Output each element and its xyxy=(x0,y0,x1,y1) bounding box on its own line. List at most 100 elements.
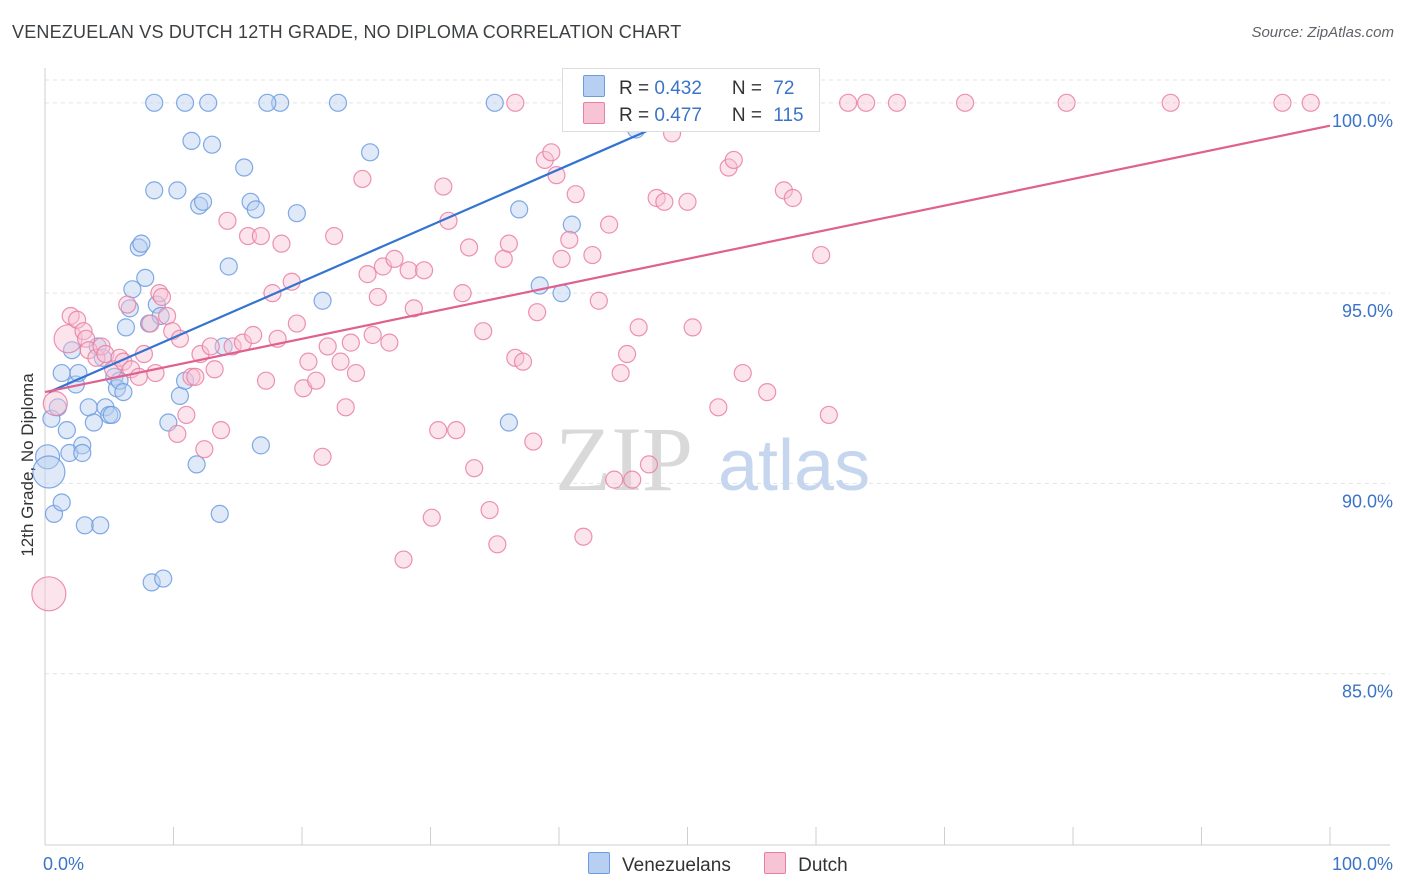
point-dutch xyxy=(488,535,507,554)
point-venezuelans xyxy=(510,200,529,219)
r-label: R = xyxy=(619,78,655,99)
n-value: 115 xyxy=(773,105,804,126)
point-venezuelans xyxy=(52,493,71,512)
point-dutch xyxy=(157,306,177,326)
point-dutch xyxy=(758,382,777,402)
point-dutch xyxy=(238,226,258,246)
point-dutch xyxy=(118,295,137,314)
stats-legend: R = 0.432 N = 72 R = 0.477 N = 115 xyxy=(562,68,820,132)
legend-swatch-blue xyxy=(588,852,610,874)
point-dutch xyxy=(535,150,554,170)
point-venezuelans xyxy=(219,257,238,276)
point-dutch xyxy=(385,249,404,268)
legend-row-dutch: R = 0.477 N = 115 xyxy=(583,102,804,126)
points-layer xyxy=(31,93,1320,612)
point-dutch xyxy=(299,352,318,371)
point-dutch xyxy=(353,169,372,189)
point-venezuelans xyxy=(73,436,92,455)
point-dutch xyxy=(313,447,332,466)
point-venezuelans xyxy=(114,382,133,402)
legend-row-venezuelans: R = 0.432 N = 72 xyxy=(583,75,794,99)
point-venezuelans xyxy=(151,306,170,326)
point-dutch xyxy=(819,405,838,425)
point-venezuelans xyxy=(57,421,76,440)
point-venezuelans xyxy=(145,181,164,200)
point-dutch xyxy=(574,527,593,546)
point-dutch xyxy=(589,291,608,310)
point-dutch xyxy=(480,500,499,520)
point-dutch xyxy=(218,211,237,230)
point-dutch xyxy=(211,421,231,440)
point-dutch xyxy=(1301,93,1320,112)
point-venezuelans xyxy=(246,200,265,219)
legend-swatch-pink xyxy=(583,102,605,124)
point-venezuelans xyxy=(84,413,103,432)
point-dutch xyxy=(141,314,160,333)
point-dutch xyxy=(513,352,533,371)
point-dutch xyxy=(177,405,196,425)
point-venezuelans xyxy=(361,143,380,162)
point-dutch xyxy=(605,470,624,489)
chart-title: VENEZUELAN VS DUTCH 12TH GRADE, NO DIPLO… xyxy=(12,22,682,42)
point-dutch xyxy=(600,215,619,234)
point-venezuelans xyxy=(562,215,581,234)
point-venezuelans xyxy=(102,405,121,425)
point-dutch xyxy=(1273,93,1292,112)
point-venezuelans xyxy=(142,573,161,592)
point-venezuelans xyxy=(75,516,94,535)
trendline-dutch xyxy=(44,124,1331,394)
point-dutch xyxy=(318,337,337,356)
point-venezuelans xyxy=(193,192,213,211)
r-value: 0.477 xyxy=(654,105,702,126)
x-tick-label: 0.0% xyxy=(43,854,84,874)
point-dutch xyxy=(812,245,831,265)
point-dutch xyxy=(733,363,752,383)
point-dutch xyxy=(783,188,802,208)
point-dutch xyxy=(168,424,187,444)
point-dutch xyxy=(399,261,418,280)
point-dutch xyxy=(629,318,648,337)
n-label: N = xyxy=(731,78,768,99)
point-dutch xyxy=(724,150,743,170)
point-dutch xyxy=(195,440,214,459)
point-dutch xyxy=(618,344,637,364)
point-dutch xyxy=(307,371,326,390)
point-venezuelans xyxy=(175,93,195,112)
point-venezuelans xyxy=(145,93,164,112)
point-dutch xyxy=(368,287,387,307)
x-tick-label: 100.0% xyxy=(1332,854,1393,874)
point-venezuelans xyxy=(132,234,151,253)
point-dutch xyxy=(152,287,172,307)
point-dutch xyxy=(459,238,479,257)
point-dutch xyxy=(434,177,453,196)
point-venezuelans xyxy=(287,204,306,223)
point-dutch xyxy=(251,226,270,246)
source-label: Source: ZipAtlas.com xyxy=(1251,24,1394,41)
r-value: 0.432 xyxy=(654,78,702,99)
point-venezuelans xyxy=(73,443,92,463)
series-legend: Venezuelans Dutch xyxy=(588,852,876,877)
point-dutch xyxy=(494,249,513,268)
point-dutch xyxy=(583,245,602,265)
point-dutch xyxy=(287,314,306,333)
point-dutch xyxy=(272,234,291,253)
legend-swatch-blue xyxy=(583,75,605,97)
point-dutch xyxy=(566,185,585,204)
point-dutch xyxy=(639,455,659,474)
y-tick-label: 85.0% xyxy=(1342,682,1393,702)
point-dutch xyxy=(1161,93,1180,112)
legend-item-venezuelans[interactable]: Venezuelans xyxy=(588,852,731,877)
point-dutch xyxy=(336,398,355,417)
point-venezuelans xyxy=(154,569,173,588)
point-venezuelans xyxy=(210,504,229,523)
point-dutch xyxy=(560,230,579,249)
point-dutch xyxy=(358,265,377,284)
point-dutch xyxy=(341,333,360,352)
point-dutch xyxy=(186,367,205,386)
legend-swatch-pink xyxy=(764,852,787,874)
point-dutch xyxy=(380,333,399,352)
r-label: R = xyxy=(619,105,655,126)
point-dutch xyxy=(506,93,525,112)
legend-item-dutch[interactable]: Dutch xyxy=(764,852,848,877)
point-dutch xyxy=(394,550,413,569)
